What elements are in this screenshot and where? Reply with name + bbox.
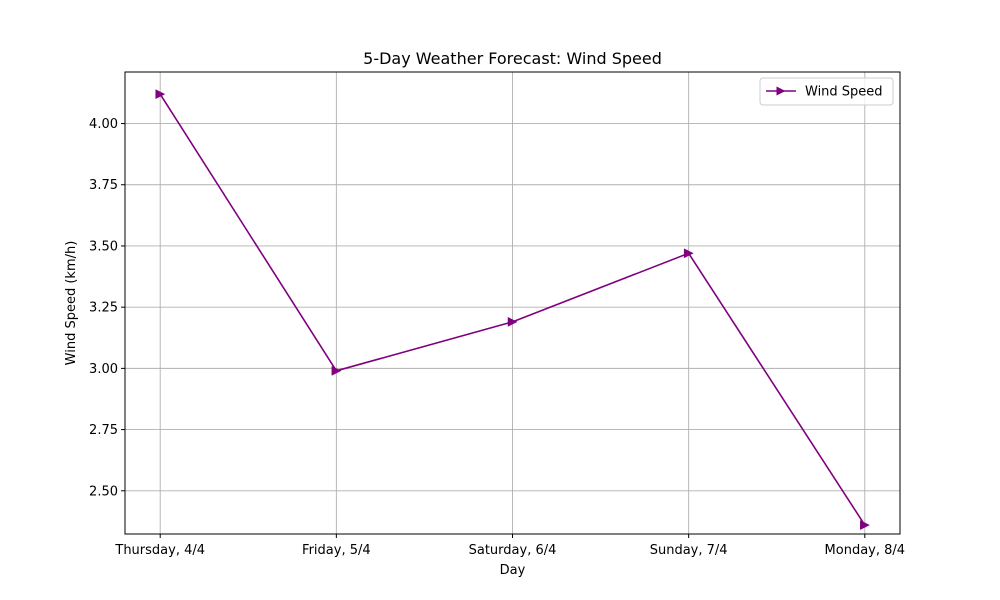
- y-tick-label: 3.25: [89, 301, 118, 316]
- y-tick-label: 3.75: [89, 178, 118, 193]
- x-tick-label: Monday, 8/4: [825, 543, 906, 558]
- plot-frame: [124, 71, 901, 535]
- y-tick-label: 3.00: [89, 362, 118, 377]
- legend-box: [759, 77, 894, 106]
- y-tick-label: 3.50: [89, 239, 118, 254]
- data-point-marker: [331, 365, 342, 376]
- data-point-marker: [860, 520, 870, 530]
- y-tick-label: 4.00: [89, 117, 118, 132]
- y-axis-label: Wind Speed (km/h): [64, 241, 79, 366]
- x-tick-label: Sunday, 7/4: [650, 543, 728, 558]
- axis-ticks: Thursday, 4/4 Friday, 5/4 Saturday, 6/4 Sun…: [89, 117, 905, 558]
- x-axis-label: Day: [500, 563, 526, 578]
- x-tick-label: Friday, 5/4: [302, 543, 371, 558]
- legend-marker-swatch: [776, 86, 786, 96]
- grid-lines: [125, 72, 900, 534]
- y-tick-label: 2.50: [89, 484, 118, 499]
- y-tick-label: 2.75: [89, 423, 118, 438]
- data-point-marker: [507, 316, 518, 327]
- series-layer: [155, 89, 870, 530]
- data-point-marker: [683, 248, 694, 259]
- x-tick-label: Saturday, 6/4: [469, 543, 557, 558]
- data-point-marker: [155, 89, 166, 100]
- legend-label: Wind Speed: [805, 85, 883, 100]
- chart-title: 5-Day Weather Forecast: Wind Speed: [363, 49, 662, 68]
- legend: Wind Speed: [759, 77, 894, 106]
- x-tick-label: Thursday, 4/4: [114, 543, 205, 558]
